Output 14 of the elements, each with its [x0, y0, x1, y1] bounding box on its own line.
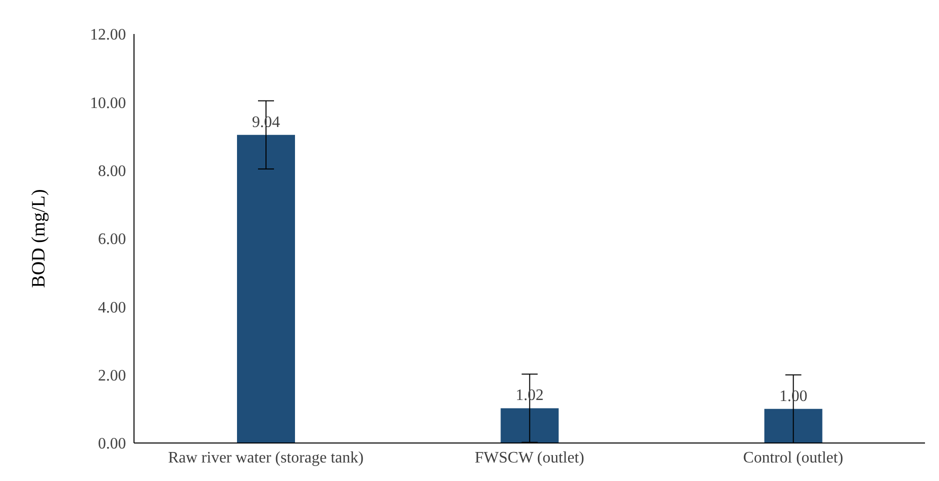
x-tick-label: Control (outlet) [743, 449, 844, 466]
y-tick-label: 0.00 [98, 436, 126, 453]
y-tick-label: 8.00 [98, 163, 126, 180]
y-tick-label: 12.00 [90, 26, 126, 44]
x-tick-label: Raw river water (storage tank) [168, 449, 364, 466]
y-tick-label: 10.00 [90, 94, 126, 112]
x-tick-label: FWSCW (outlet) [474, 449, 584, 466]
y-tick-label: 6.00 [98, 231, 126, 248]
bar [500, 408, 559, 443]
y-axis-title: BOD (mg/L) [28, 189, 50, 288]
bar [237, 134, 295, 443]
bar [764, 408, 822, 443]
y-tick-label: 2.00 [98, 368, 126, 385]
y-tick-label: 4.00 [98, 299, 126, 316]
